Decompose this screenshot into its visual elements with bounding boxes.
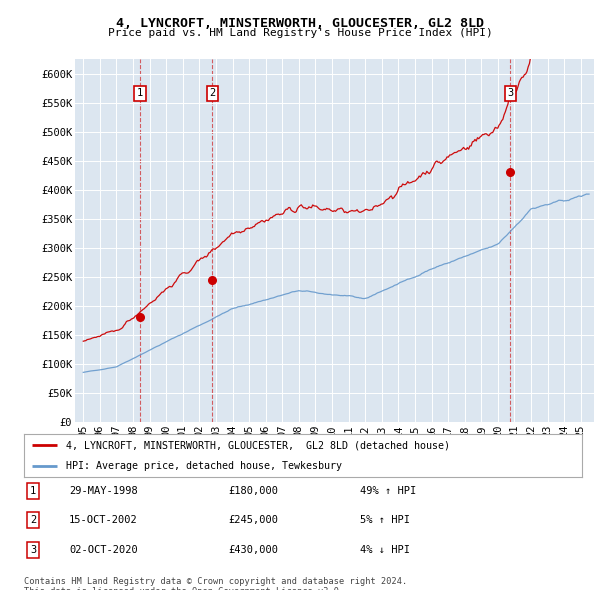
Text: 4, LYNCROFT, MINSTERWORTH, GLOUCESTER,  GL2 8LD (detached house): 4, LYNCROFT, MINSTERWORTH, GLOUCESTER, G… (66, 440, 450, 450)
Text: Price paid vs. HM Land Registry's House Price Index (HPI): Price paid vs. HM Land Registry's House … (107, 28, 493, 38)
Text: 2: 2 (30, 516, 36, 525)
Text: HPI: Average price, detached house, Tewkesbury: HPI: Average price, detached house, Tewk… (66, 461, 342, 471)
Text: Contains HM Land Registry data © Crown copyright and database right 2024.
This d: Contains HM Land Registry data © Crown c… (24, 577, 407, 590)
Text: 1: 1 (30, 486, 36, 496)
Text: 29-MAY-1998: 29-MAY-1998 (69, 486, 138, 496)
Text: 15-OCT-2002: 15-OCT-2002 (69, 516, 138, 525)
Text: £245,000: £245,000 (228, 516, 278, 525)
Text: 4, LYNCROFT, MINSTERWORTH, GLOUCESTER, GL2 8LD: 4, LYNCROFT, MINSTERWORTH, GLOUCESTER, G… (116, 17, 484, 30)
Text: £430,000: £430,000 (228, 545, 278, 555)
Text: 2: 2 (209, 88, 215, 99)
Text: 5% ↑ HPI: 5% ↑ HPI (360, 516, 410, 525)
Text: 3: 3 (30, 545, 36, 555)
Text: 49% ↑ HPI: 49% ↑ HPI (360, 486, 416, 496)
Text: 4% ↓ HPI: 4% ↓ HPI (360, 545, 410, 555)
Text: £180,000: £180,000 (228, 486, 278, 496)
Text: 02-OCT-2020: 02-OCT-2020 (69, 545, 138, 555)
Text: 3: 3 (507, 88, 514, 99)
Text: 1: 1 (137, 88, 143, 99)
